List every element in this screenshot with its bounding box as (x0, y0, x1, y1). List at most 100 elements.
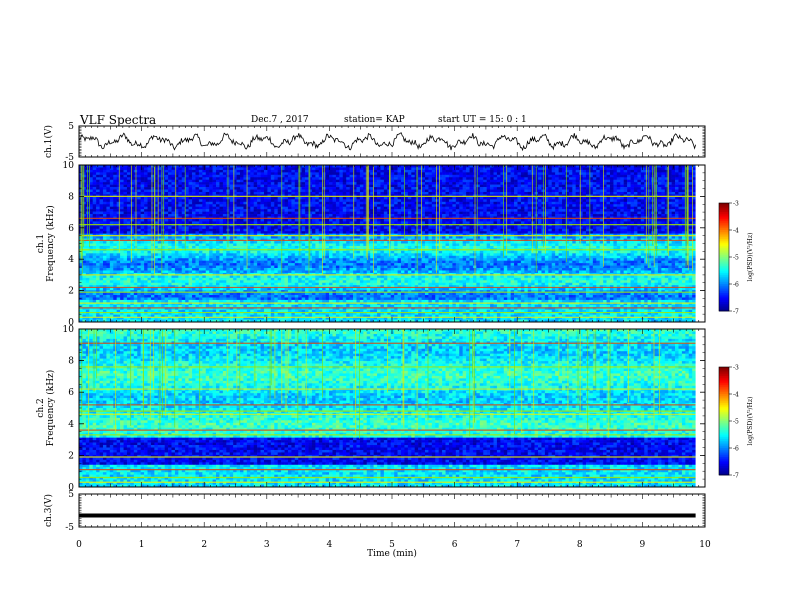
spectrogram-cell (609, 182, 614, 185)
spectrogram-cell (551, 189, 556, 193)
spectrogram-cell (520, 204, 525, 207)
spectrogram-cell (102, 196, 107, 200)
spectrogram-cell (140, 214, 145, 217)
spectrogram-cell (305, 182, 309, 185)
spectrogram-cell (263, 206, 268, 210)
spectrogram-cell (517, 206, 522, 210)
spectrogram-cell (493, 221, 498, 225)
spectrogram-cell (606, 182, 611, 185)
spectrogram-cell (531, 204, 535, 207)
spectrogram-cell (240, 191, 244, 195)
spectrogram-cell (195, 187, 200, 190)
spectrogram-cell (548, 169, 553, 173)
spectrogram-cell (318, 214, 323, 217)
spectrogram-cell (301, 182, 306, 185)
spectrogram-cell (544, 196, 549, 200)
spectrogram-cell (575, 221, 580, 225)
spectrogram-cell (181, 214, 186, 217)
spectrogram-cell (185, 218, 189, 222)
spectrogram-cell (568, 189, 573, 193)
spectrogram-cell (514, 189, 518, 193)
spectrogram-cell (510, 184, 515, 188)
spectrogram-cell (675, 182, 679, 185)
spectrogram-cell (514, 174, 518, 178)
spectrogram-cell (606, 221, 611, 225)
spectrogram-cell (311, 165, 316, 168)
spectrogram-cell (640, 191, 645, 195)
spectrogram-cell (675, 199, 679, 203)
spectrogram-cell (442, 179, 446, 183)
spectrogram-cell (308, 221, 313, 225)
spectrogram-cell (185, 221, 189, 225)
spectrogram-cell (311, 206, 316, 210)
spectrogram-cell (229, 226, 234, 230)
spectrogram-cell (380, 204, 385, 207)
spectrogram-cell (263, 196, 268, 200)
spectrogram-cell (277, 189, 282, 193)
spectrogram-cell (140, 221, 145, 225)
spectrogram-cell (171, 199, 176, 203)
spectrogram-cell (637, 189, 642, 193)
spectrogram-cell (500, 179, 505, 183)
spectrogram-cell (620, 206, 624, 210)
spectrogram-cell (651, 209, 655, 212)
spectrogram-cell (517, 189, 522, 193)
spectrogram-cell (291, 218, 296, 222)
spectrogram-cell (209, 218, 213, 222)
spectrogram-cell (339, 209, 344, 212)
spectrogram-cell (308, 179, 313, 183)
spectrogram-cell (130, 177, 135, 181)
spectrogram-cell (150, 206, 155, 210)
spectrogram-cell (102, 214, 107, 217)
spectrogram-cell (318, 172, 323, 176)
spectrogram-cell (198, 184, 203, 188)
spectrogram-cell (469, 177, 474, 181)
spectrogram-cell (548, 201, 553, 205)
spectrogram-cell (589, 199, 594, 203)
spectrogram-cell (329, 209, 333, 212)
spectrogram-cell (572, 221, 577, 225)
spectrogram-cell (315, 214, 320, 217)
spectrogram-cell (335, 199, 340, 203)
spectrogram-cell (462, 214, 467, 217)
spectrogram-cell (99, 187, 104, 190)
spectrogram-cell (562, 165, 566, 168)
spectrogram-cell (291, 172, 296, 176)
spectrogram-cell (397, 214, 402, 217)
spectrogram-cell (164, 209, 169, 212)
spectrogram-cell (315, 189, 320, 193)
spectrogram-cell (585, 189, 590, 193)
spectrogram-cell (486, 179, 491, 183)
spectrogram-cell (257, 184, 261, 188)
spectrogram-cell (613, 165, 618, 168)
spectrogram-cell (353, 177, 357, 181)
spectrogram-cell (106, 214, 111, 217)
spectrogram-cell (476, 204, 481, 207)
spectrogram-cell (599, 211, 604, 215)
spectrogram-cell (270, 214, 275, 217)
spectrogram-cell (253, 172, 258, 176)
spectrogram-cell (116, 177, 121, 181)
spectrogram-cell (657, 221, 662, 225)
spectrogram-cell (585, 204, 590, 207)
spectrogram-cell (212, 196, 217, 200)
spectrogram-cell (332, 211, 337, 215)
spectrogram-cell (147, 174, 152, 178)
spectrogram-cell (126, 184, 131, 188)
spectrogram-cell (246, 174, 251, 178)
spectrogram-cell (500, 174, 505, 178)
spectrogram-cell (603, 182, 607, 185)
spectrogram-cell (435, 191, 439, 195)
spectrogram-cell (150, 218, 155, 222)
spectrogram-cell (428, 214, 433, 217)
spectrogram-cell (154, 196, 159, 200)
spectrogram-cell (294, 214, 299, 217)
spectrogram-cell (192, 184, 196, 188)
spectrogram-cell (493, 174, 498, 178)
spectrogram-cell (147, 204, 152, 207)
spectrogram-cell (154, 218, 159, 222)
spectrogram-cell (637, 214, 642, 217)
spectrogram-cell (609, 214, 614, 217)
spectrogram-cell (664, 189, 669, 193)
spectrogram-cell (116, 172, 121, 176)
